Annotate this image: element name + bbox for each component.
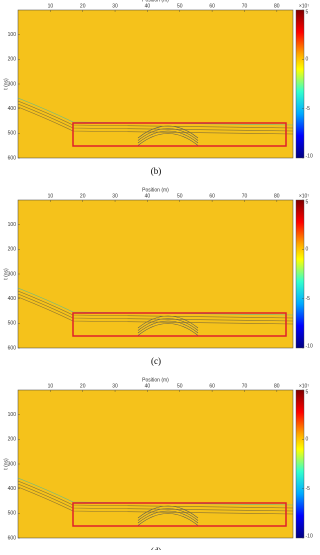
direct-wave (17, 287, 294, 316)
hyperbola (137, 130, 199, 144)
y-axis-label: t (ns) (3, 458, 9, 470)
colorbar (295, 389, 305, 539)
hyperbola (137, 510, 199, 524)
x-tick-label: 70 (242, 3, 248, 9)
y-tick-label: 300 (8, 271, 17, 277)
colorbar (295, 199, 305, 349)
direct-wave (17, 97, 294, 126)
x-axis-label: Position (m) (142, 187, 169, 193)
y-tick-label: 500 (8, 321, 17, 327)
colorbar-exponent: ×10⁷ (299, 383, 309, 389)
panel-caption: (c) (151, 356, 161, 366)
y-axis-label: t (ns) (3, 78, 9, 90)
highlight-box (72, 122, 287, 147)
x-tick-label: 40 (145, 383, 151, 389)
x-tick-label: 50 (177, 3, 183, 9)
x-tick-label: 30 (112, 3, 118, 9)
colorbar-tick-label: 5 (306, 9, 309, 15)
hyperbola (137, 320, 199, 334)
colorbar-tick-label: 0 (306, 437, 309, 443)
y-tick-label: 100 (8, 32, 17, 38)
x-tick-label: 50 (177, 383, 183, 389)
x-tick-label: 60 (209, 193, 215, 199)
y-axis-label: t (ns) (3, 268, 9, 280)
hyperbola (137, 508, 199, 521)
y-tick-label: 400 (8, 486, 17, 492)
x-tick-label: 70 (242, 193, 248, 199)
x-tick-label: 50 (177, 193, 183, 199)
y-tick-label: 100 (8, 412, 17, 418)
hyperbola (137, 128, 199, 141)
colorbar-tick-label: -10 (306, 343, 313, 349)
y-tick-label: 100 (8, 222, 17, 228)
hyperbola (137, 133, 199, 146)
y-tick-label: 500 (8, 511, 17, 517)
y-tick-label: 400 (8, 106, 17, 112)
x-tick-label: 60 (209, 3, 215, 9)
panel-caption: (b) (151, 166, 162, 176)
x-tick-label: 60 (209, 383, 215, 389)
highlight-box (72, 502, 287, 527)
x-axis-label: Position (m) (142, 377, 169, 383)
x-tick-label: 30 (112, 193, 118, 199)
hyperbola (137, 323, 199, 336)
x-tick-label: 20 (80, 3, 86, 9)
y-tick-label: 500 (8, 131, 17, 137)
colorbar-exponent: ×10⁷ (299, 3, 309, 9)
direct-wave (17, 477, 294, 506)
colorbar (295, 9, 305, 159)
x-tick-label: 10 (48, 3, 54, 9)
x-tick-label: 20 (80, 383, 86, 389)
colorbar-tick-label: 5 (306, 199, 309, 205)
colorbar-tick-label: -5 (306, 296, 311, 302)
panel-caption: (d) (151, 546, 162, 550)
colorbar-tick-label: 0 (306, 57, 309, 63)
y-tick-label: 600 (8, 535, 17, 541)
colorbar-exponent: ×10⁷ (299, 193, 309, 199)
x-tick-label: 80 (274, 383, 280, 389)
hyperbola (137, 318, 199, 331)
x-tick-label: 10 (48, 193, 54, 199)
colorbar-tick-label: 5 (306, 389, 309, 395)
y-tick-label: 300 (8, 81, 17, 87)
x-tick-label: 30 (112, 383, 118, 389)
x-tick-label: 40 (145, 193, 151, 199)
x-tick-label: 80 (274, 193, 280, 199)
colorbar-tick-label: -10 (306, 533, 313, 539)
y-tick-label: 200 (8, 57, 17, 63)
colorbar-tick-label: -5 (306, 106, 311, 112)
y-tick-label: 600 (8, 155, 17, 161)
y-tick-label: 200 (8, 437, 17, 443)
colorbar-tick-label: -10 (306, 153, 313, 159)
x-tick-label: 40 (145, 3, 151, 9)
x-tick-label: 80 (274, 3, 280, 9)
hyperbola (137, 513, 199, 526)
highlight-box (72, 312, 287, 337)
colorbar-tick-label: -5 (306, 486, 311, 492)
x-tick-label: 70 (242, 383, 248, 389)
y-tick-label: 600 (8, 345, 17, 351)
x-tick-label: 20 (80, 193, 86, 199)
y-tick-label: 400 (8, 296, 17, 302)
y-tick-label: 300 (8, 461, 17, 467)
x-tick-label: 10 (48, 383, 54, 389)
y-tick-label: 200 (8, 247, 17, 253)
colorbar-tick-label: 0 (306, 247, 309, 253)
x-axis-label: Position (m) (142, 0, 169, 3)
